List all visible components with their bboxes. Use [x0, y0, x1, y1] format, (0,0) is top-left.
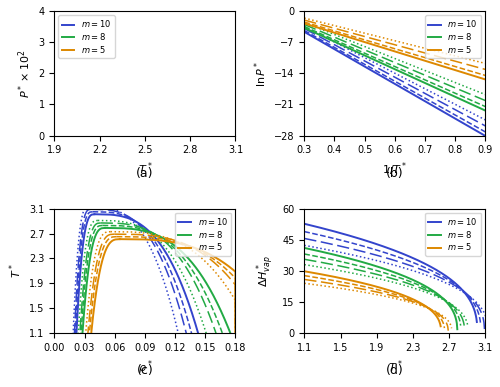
X-axis label: $1/T^*$: $1/T^*$ — [382, 161, 407, 178]
Legend: $m = 10$, $m = 8$, $m = 5$: $m = 10$, $m = 8$, $m = 5$ — [175, 213, 232, 256]
Text: (b): (b) — [386, 167, 404, 180]
Legend: $m = 10$, $m = 8$, $m = 5$: $m = 10$, $m = 8$, $m = 5$ — [425, 213, 482, 256]
X-axis label: $T^*$: $T^*$ — [138, 161, 152, 177]
Text: (d): (d) — [386, 364, 404, 377]
Y-axis label: $\Delta H_{vap}^*$: $\Delta H_{vap}^*$ — [254, 255, 276, 287]
Text: (a): (a) — [136, 167, 154, 180]
Y-axis label: $\ln P^*$: $\ln P^*$ — [252, 60, 268, 87]
X-axis label: $\rho^*$: $\rho^*$ — [138, 358, 152, 377]
Y-axis label: $T^*$: $T^*$ — [7, 264, 24, 278]
X-axis label: $T^*$: $T^*$ — [388, 358, 402, 375]
Legend: $m = 10$, $m = 8$, $m = 5$: $m = 10$, $m = 8$, $m = 5$ — [425, 15, 482, 58]
Text: (c): (c) — [136, 364, 154, 377]
Y-axis label: $P^* \times 10^2$: $P^* \times 10^2$ — [16, 49, 33, 98]
Legend: $m = 10$, $m = 8$, $m = 5$: $m = 10$, $m = 8$, $m = 5$ — [58, 15, 115, 58]
